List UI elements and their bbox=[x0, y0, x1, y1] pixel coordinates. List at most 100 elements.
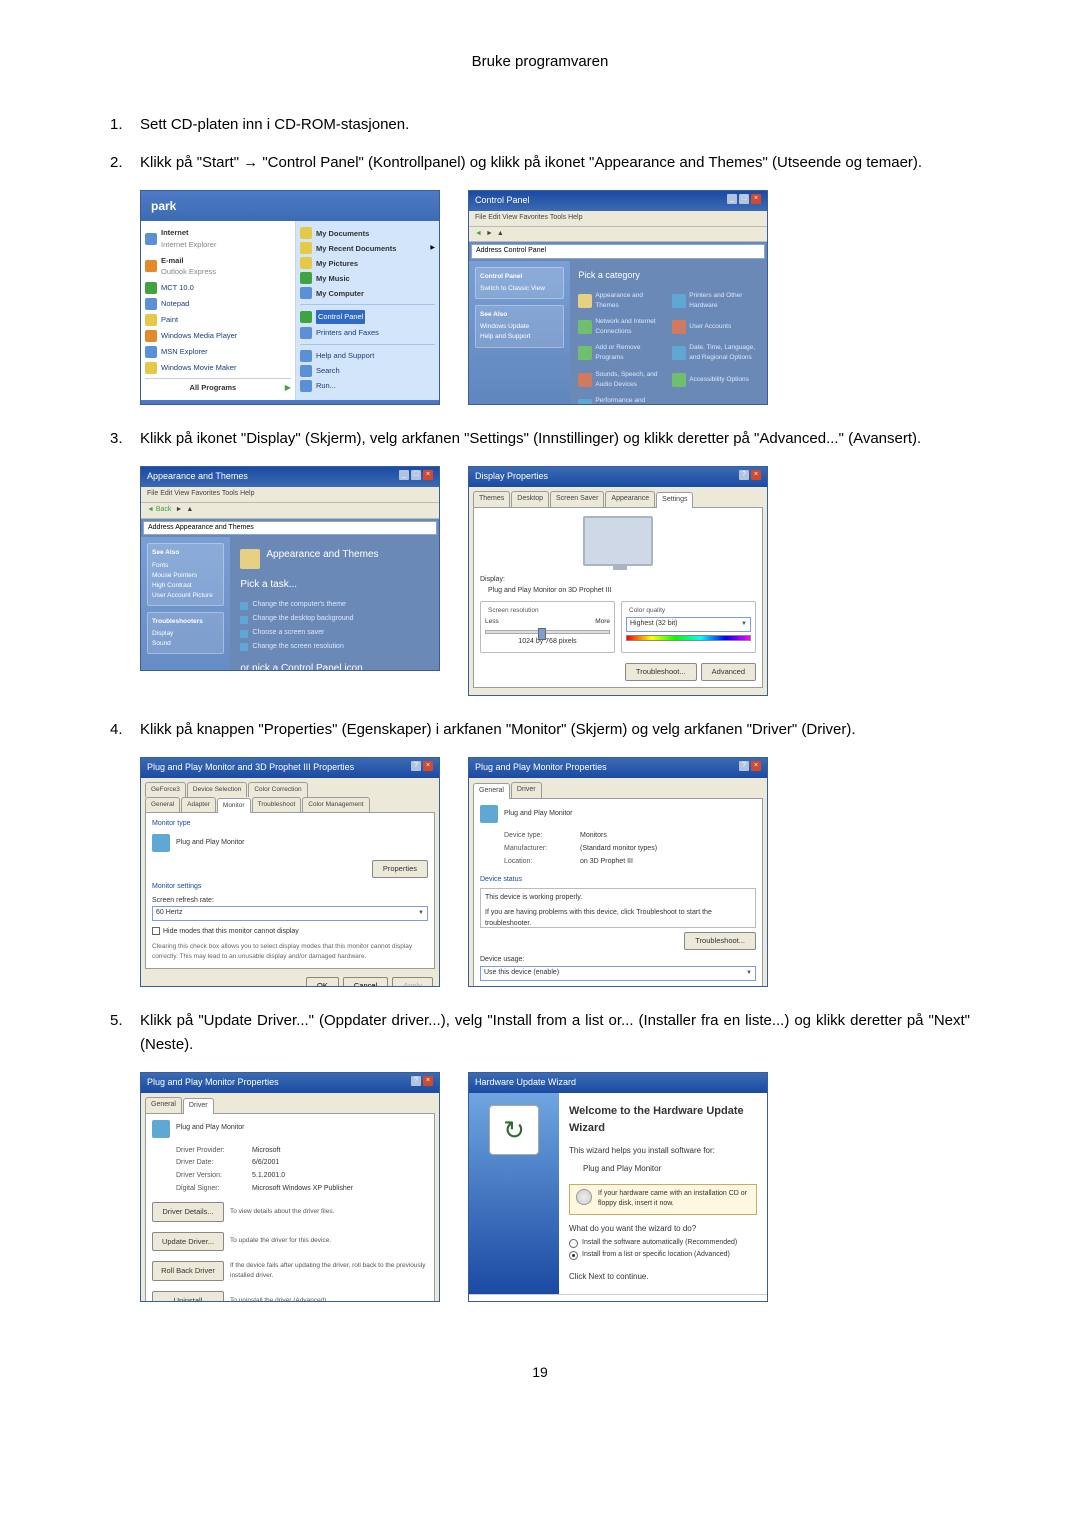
cat-accessibility[interactable]: Accessibility Options bbox=[672, 370, 759, 390]
monitor-icon bbox=[480, 805, 498, 823]
tab-driver[interactable]: Driver bbox=[511, 782, 542, 798]
troubleshoot-button[interactable]: Troubleshoot... bbox=[684, 932, 756, 950]
color-dropdown[interactable]: Highest (32 bit)▼ bbox=[626, 617, 751, 632]
sm-comp[interactable]: My Computer bbox=[300, 287, 435, 299]
back-icon[interactable]: ◄ bbox=[475, 229, 482, 240]
cat-printers[interactable]: Printers and Other Hardware bbox=[672, 291, 759, 311]
properties-button[interactable]: Properties bbox=[372, 860, 428, 878]
sm-printers[interactable]: Printers and Faxes bbox=[300, 327, 435, 339]
driver-details-button[interactable]: Driver Details... bbox=[152, 1202, 224, 1222]
usage-dropdown[interactable]: Use this device (enable)▼ bbox=[480, 966, 756, 981]
cat-sounds[interactable]: Sounds, Speech, and Audio Devices bbox=[578, 370, 665, 390]
next-button[interactable]: Next > bbox=[668, 1301, 712, 1302]
address-bar[interactable]: Address Control Panel bbox=[471, 244, 765, 259]
rollback-button[interactable]: Roll Back Driver bbox=[152, 1261, 224, 1281]
logoff-button[interactable]: Log Off bbox=[314, 403, 349, 405]
tab-troubleshoot[interactable]: Troubleshoot bbox=[252, 797, 302, 812]
task-screensaver[interactable]: Choose a screen saver bbox=[240, 628, 429, 639]
step-num: 2. bbox=[110, 151, 140, 174]
step-text: Klikk på ikonet "Display" (Skjerm), velg… bbox=[140, 427, 970, 450]
tab-general[interactable]: General bbox=[473, 783, 510, 799]
tab-desktop[interactable]: Desktop bbox=[511, 491, 549, 507]
cancel-button[interactable]: Cancel bbox=[343, 977, 388, 987]
tab-themes[interactable]: Themes bbox=[473, 491, 510, 507]
tab-colorcorr[interactable]: Color Correction bbox=[248, 782, 307, 797]
cd-icon bbox=[576, 1189, 592, 1205]
ok-button[interactable]: OK bbox=[306, 977, 339, 987]
up-icon[interactable]: ▲ bbox=[497, 229, 504, 240]
sm-allprograms[interactable]: All Programs▶ bbox=[145, 378, 291, 394]
maximize-icon[interactable]: □ bbox=[739, 194, 749, 204]
display-label: Display: bbox=[480, 575, 756, 586]
sm-movie[interactable]: Windows Movie Maker bbox=[145, 362, 291, 374]
cat-network[interactable]: Network and Internet Connections bbox=[578, 317, 665, 337]
sm-cpanel[interactable]: Control Panel bbox=[300, 310, 435, 324]
minimize-icon[interactable]: _ bbox=[727, 194, 737, 204]
cat-users[interactable]: User Accounts bbox=[672, 317, 759, 337]
tab-monitor[interactable]: Monitor bbox=[217, 798, 251, 813]
refresh-dropdown[interactable]: 60 Hertz▼ bbox=[152, 906, 428, 921]
tab-colormgmt[interactable]: Color Management bbox=[302, 797, 369, 812]
cat-addremove[interactable]: Add or Remove Programs bbox=[578, 343, 665, 363]
advanced-button[interactable]: Advanced bbox=[701, 663, 756, 681]
window-controls[interactable]: _□× bbox=[727, 194, 761, 208]
figure-wizard: Hardware Update Wizard Welcome to the Ha… bbox=[468, 1072, 768, 1302]
tab-screensaver[interactable]: Screen Saver bbox=[550, 491, 604, 507]
sm-notepad[interactable]: Notepad bbox=[145, 298, 291, 310]
monitor-settings-label: Monitor settings bbox=[152, 882, 428, 893]
resolution-slider[interactable] bbox=[485, 630, 610, 634]
tab-devicesel[interactable]: Device Selection bbox=[187, 782, 247, 797]
sm-help[interactable]: Help and Support bbox=[300, 350, 435, 362]
monitor-icon bbox=[152, 1120, 170, 1138]
figure-row-4: Plug and Play Monitor Properties?× Gener… bbox=[140, 1072, 970, 1302]
sm-recent[interactable]: My Recent Documents▶ bbox=[300, 242, 435, 254]
sm-mydocs[interactable]: My Documents bbox=[300, 227, 435, 239]
tab-appearance[interactable]: Appearance bbox=[605, 491, 655, 507]
turnoff-button[interactable]: Turn Off Computer bbox=[360, 403, 433, 405]
radio-list[interactable]: Install from a list or specific location… bbox=[569, 1250, 757, 1261]
step-4: 4. Klikk på knappen "Properties" (Egensk… bbox=[110, 718, 970, 741]
window-controls[interactable]: _□× bbox=[399, 470, 433, 484]
sm-internet[interactable]: InternetInternet Explorer bbox=[145, 227, 291, 250]
hide-checkbox[interactable] bbox=[152, 927, 160, 935]
close-icon[interactable]: × bbox=[751, 194, 761, 204]
sm-run[interactable]: Run... bbox=[300, 380, 435, 392]
sm-mct[interactable]: MCT 10.0 bbox=[145, 282, 291, 294]
task-background[interactable]: Change the desktop background bbox=[240, 614, 429, 625]
troubleshoot-button[interactable]: Troubleshoot... bbox=[625, 663, 697, 681]
window-controls[interactable]: ?× bbox=[739, 470, 761, 484]
tab-geforce[interactable]: GeForce3 bbox=[145, 782, 186, 797]
sm-pics[interactable]: My Pictures bbox=[300, 257, 435, 269]
tab-settings[interactable]: Settings bbox=[656, 492, 693, 508]
radio-auto[interactable]: Install the software automatically (Reco… bbox=[569, 1238, 757, 1249]
step-1: 1. Sett CD-platen inn i CD-ROM-stasjonen… bbox=[110, 113, 970, 136]
task-theme[interactable]: Change the computer's theme bbox=[240, 600, 429, 611]
sm-paint[interactable]: Paint bbox=[145, 314, 291, 326]
sm-email[interactable]: E-mailOutlook Express bbox=[145, 255, 291, 278]
tab-adapter[interactable]: Adapter bbox=[181, 797, 216, 812]
tab-general[interactable]: General bbox=[145, 797, 180, 812]
back-button[interactable]: < Back bbox=[619, 1301, 664, 1302]
apply-button[interactable]: Apply bbox=[392, 977, 433, 987]
dialog-title: Plug and Play Monitor Properties bbox=[147, 1076, 279, 1090]
back-icon[interactable]: ◄ Back bbox=[147, 505, 171, 516]
address-bar[interactable]: Address Appearance and Themes bbox=[143, 521, 437, 536]
tab-general[interactable]: General bbox=[145, 1097, 182, 1113]
cat-appearance[interactable]: Appearance and Themes bbox=[578, 291, 665, 311]
task-resolution[interactable]: Change the screen resolution bbox=[240, 642, 429, 653]
sm-wmp[interactable]: Windows Media Player bbox=[145, 330, 291, 342]
fwd-icon[interactable]: ► bbox=[486, 229, 493, 240]
cancel-button[interactable]: Cancel bbox=[716, 1301, 761, 1302]
update-driver-button[interactable]: Update Driver... bbox=[152, 1232, 224, 1252]
menubar[interactable]: File Edit View Favorites Tools Help bbox=[469, 211, 767, 227]
cat-date[interactable]: Date, Time, Language, and Regional Optio… bbox=[672, 343, 759, 363]
menubar[interactable]: File Edit View Favorites Tools Help bbox=[141, 487, 439, 503]
refresh-label: Screen refresh rate: bbox=[152, 896, 428, 907]
uninstall-button[interactable]: Uninstall bbox=[152, 1291, 224, 1301]
sm-music[interactable]: My Music bbox=[300, 272, 435, 284]
tab-driver[interactable]: Driver bbox=[183, 1098, 214, 1114]
sm-msn[interactable]: MSN Explorer bbox=[145, 346, 291, 358]
window-title: Control Panel bbox=[475, 194, 530, 208]
cat-perf[interactable]: Performance and Maintenance bbox=[578, 396, 665, 405]
sm-search[interactable]: Search bbox=[300, 365, 435, 377]
